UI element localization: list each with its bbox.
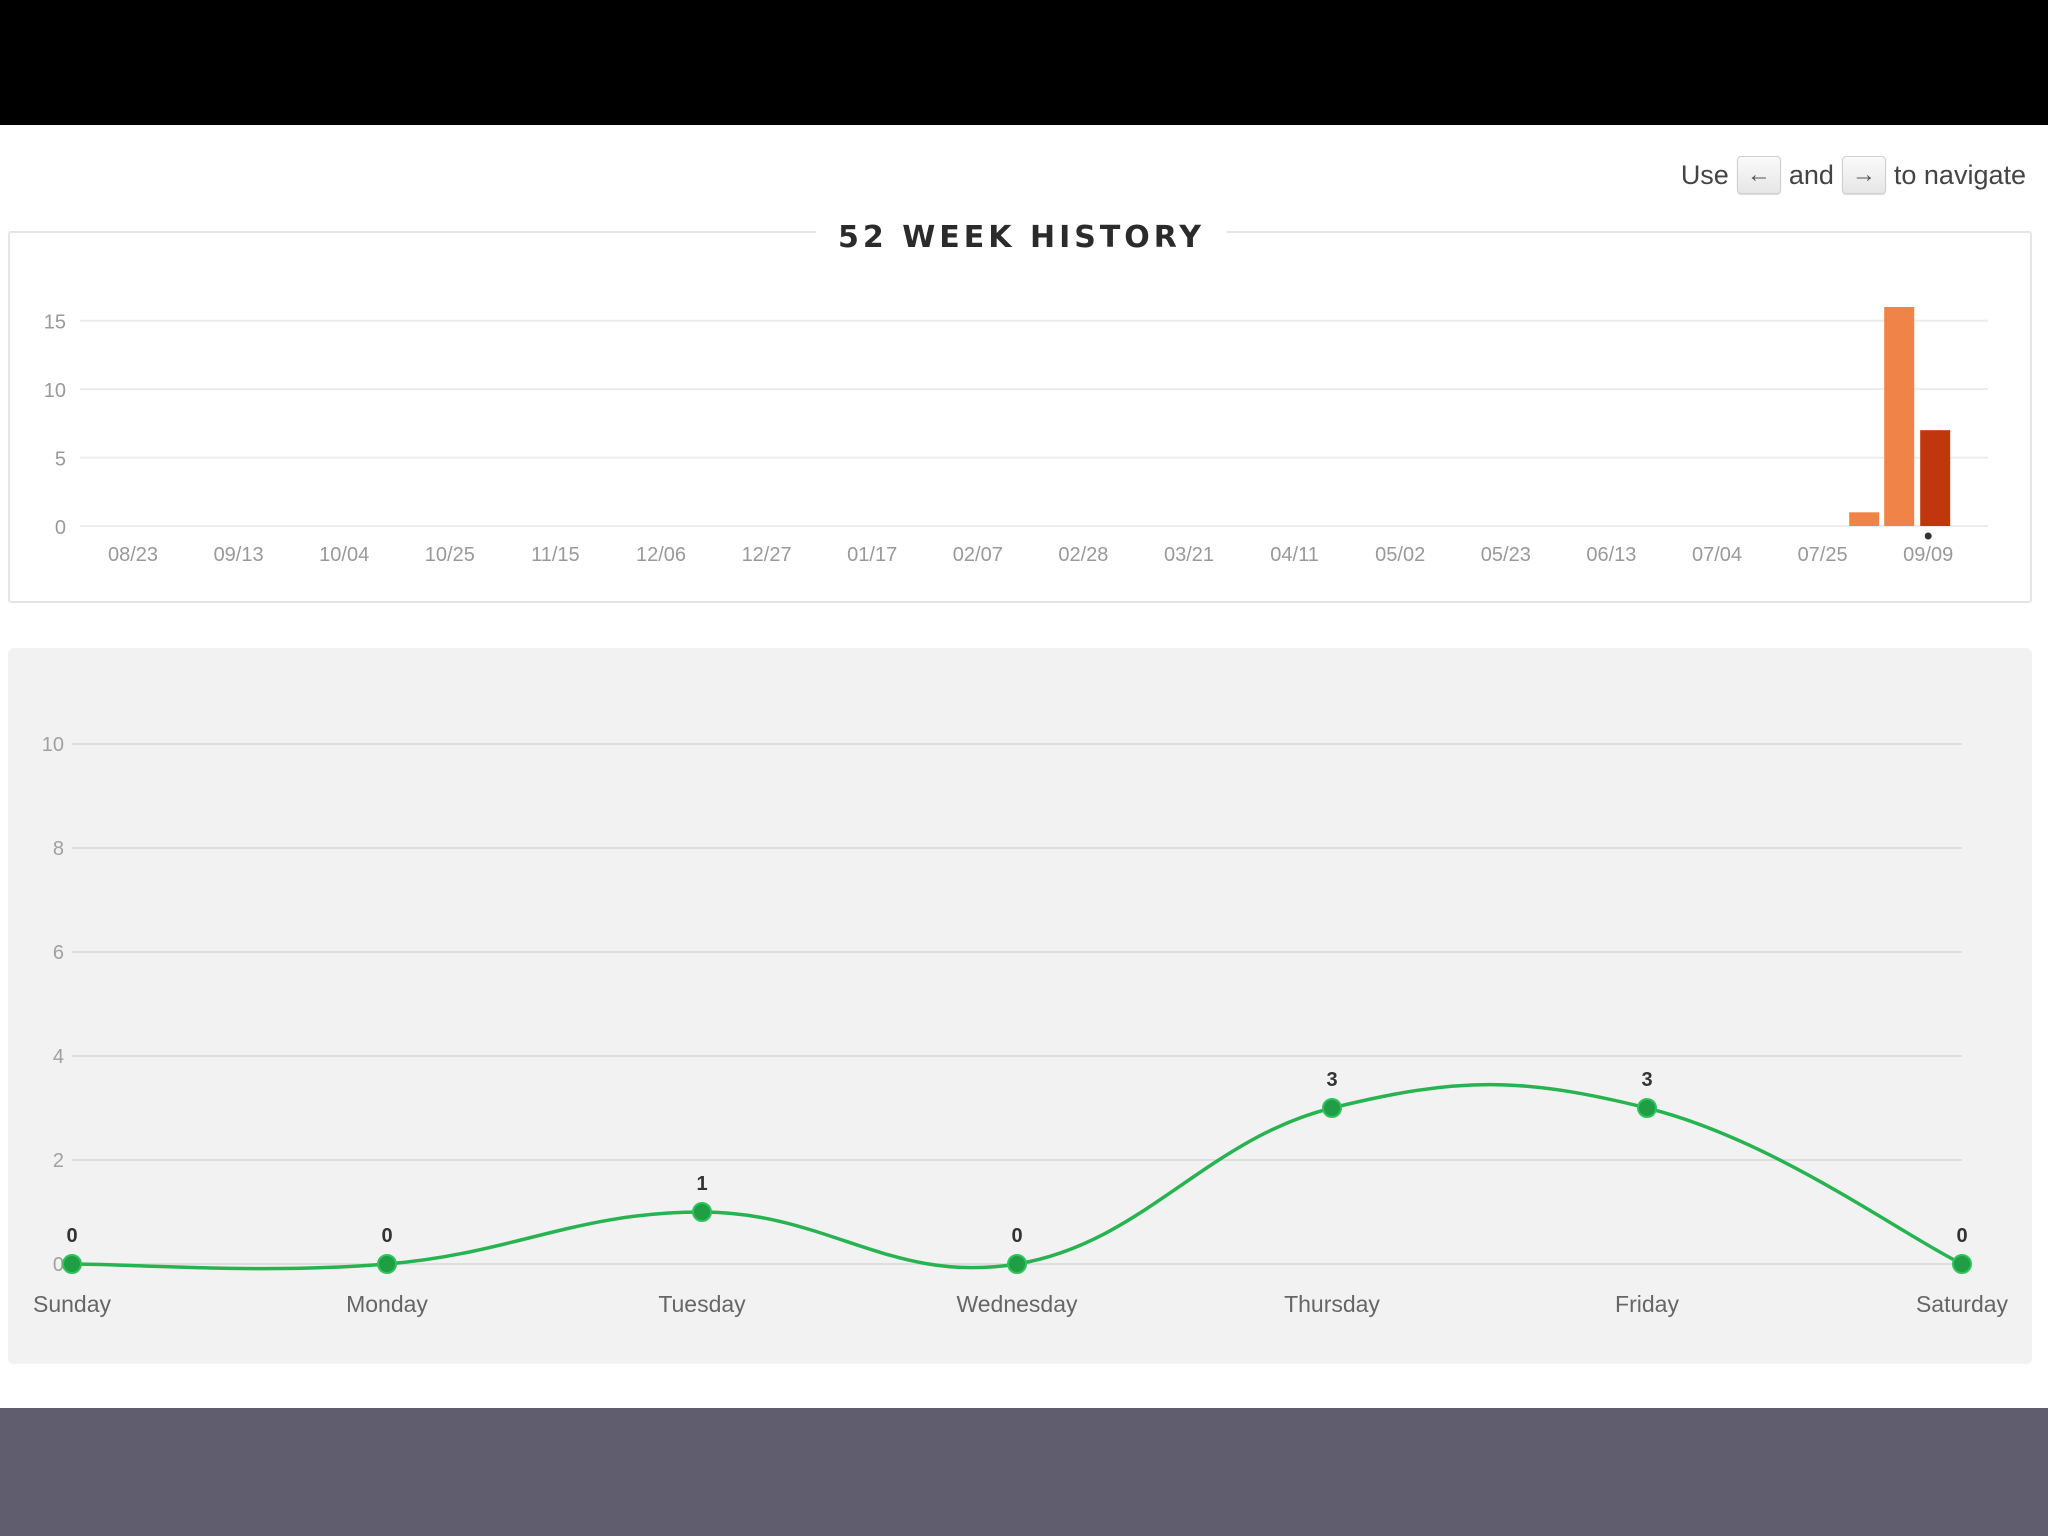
y-tick-label: 4: [53, 1046, 64, 1068]
data-label: 0: [1956, 1225, 1967, 1247]
weekly-line-chart: 0 2 4 6 8 10 0 Sunday 0 Monday 1 Tuesday 0 Wednesday 3…: [33, 734, 2009, 1317]
y-tick-label: 5: [55, 449, 66, 471]
x-tick-label: 06/13: [1586, 544, 1636, 566]
bottom-gray-bar: [0, 1408, 2048, 1536]
history-bar: [1884, 307, 1915, 526]
x-tick-label: Sunday: [33, 1291, 112, 1317]
left-arrow-key[interactable]: ←: [1736, 156, 1781, 194]
x-tick-label: 09/13: [214, 544, 264, 566]
data-point: [1952, 1254, 1972, 1274]
x-tick-label: 09/09: [1903, 544, 1953, 566]
y-tick-label: 15: [44, 312, 66, 334]
x-tick-label: 08/23: [108, 544, 158, 566]
y-tick-label: 8: [53, 838, 64, 860]
data-label: 3: [1326, 1069, 1337, 1091]
x-tick-label: Thursday: [1284, 1291, 1380, 1317]
x-tick-label: 11/15: [531, 544, 580, 566]
data-point: [692, 1202, 712, 1222]
chart-title: 52 WEEK HISTORY: [816, 220, 1227, 255]
x-tick-label: 03/21: [1164, 544, 1214, 566]
data-point: [377, 1254, 397, 1274]
hint-suffix: to navigate: [1893, 159, 2026, 190]
x-tick-label: Wednesday: [956, 1291, 1078, 1317]
data-label: 3: [1641, 1069, 1652, 1091]
x-tick-label: Saturday: [1916, 1291, 2009, 1317]
x-tick-label: 12/06: [636, 544, 686, 566]
data-point: [1322, 1098, 1342, 1118]
y-tick-label: 10: [44, 380, 66, 402]
x-tick-label: Monday: [346, 1291, 428, 1317]
history-bar-chart: 0 5 10 15 08/23 09/13 10/04 10/25 11/15 12/06 12/2…: [44, 307, 1988, 566]
x-tick-label: 05/23: [1481, 544, 1531, 566]
data-label: 1: [696, 1173, 707, 1195]
keyboard-navigation-hint: Use ← and → to navigate: [1681, 156, 2026, 194]
data-label: 0: [66, 1225, 77, 1247]
x-tick-label: 01/17: [847, 544, 897, 566]
y-tick-label: 0: [55, 517, 66, 539]
y-tick-label: 0: [53, 1254, 64, 1276]
x-tick-label: 02/28: [1058, 544, 1108, 566]
current-week-marker: [1924, 532, 1932, 540]
data-point: [1007, 1254, 1027, 1274]
x-tick-label: 02/07: [953, 544, 1003, 566]
x-tick-label: 07/04: [1692, 544, 1742, 566]
x-tick-label: 10/25: [425, 544, 475, 566]
history-bar: [1920, 430, 1951, 526]
top-black-bar: [0, 0, 2048, 125]
y-tick-label: 6: [53, 942, 64, 964]
x-tick-label: 04/11: [1270, 544, 1319, 566]
data-label: 0: [1011, 1225, 1022, 1247]
x-tick-label: Tuesday: [658, 1291, 746, 1317]
data-point: [1637, 1098, 1657, 1118]
history-bar: [1849, 512, 1880, 526]
x-tick-label: 12/27: [742, 544, 792, 566]
x-tick-label: 05/02: [1375, 544, 1425, 566]
x-tick-label: 07/25: [1798, 544, 1848, 566]
data-label: 0: [381, 1225, 392, 1247]
data-point: [62, 1254, 82, 1274]
x-tick-label: Friday: [1615, 1291, 1679, 1317]
weekly-chart-panel: [8, 648, 2032, 1364]
y-tick-label: 10: [42, 734, 64, 756]
y-tick-label: 2: [53, 1150, 64, 1172]
hint-prefix: Use: [1680, 159, 1729, 190]
right-arrow-key[interactable]: →: [1841, 156, 1886, 194]
x-tick-label: 10/04: [319, 544, 369, 566]
hint-middle: and: [1788, 159, 1834, 190]
history-chart-panel: [8, 231, 2032, 603]
